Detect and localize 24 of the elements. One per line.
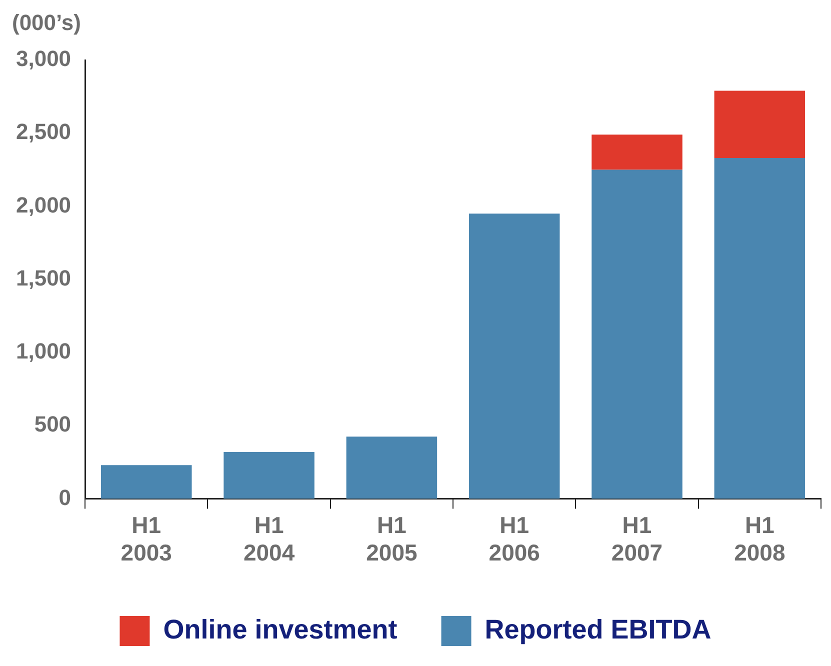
y-tick-label: 2,500 [16, 119, 72, 144]
y-tick-label: 3,000 [16, 46, 72, 72]
x-tick-label: H1 2004 [243, 512, 295, 566]
bar [592, 170, 682, 499]
bar [101, 465, 192, 499]
y-tick-label: 0 [58, 484, 72, 510]
legend-label: Online investment [163, 614, 398, 644]
legend-label: Reported EBITDA [484, 614, 712, 644]
x-tick-label: H1 2003 [120, 512, 172, 566]
y-tick-label: 2,000 [16, 192, 72, 218]
x-tick-label: H1 2007 [611, 512, 663, 566]
bar [592, 134, 682, 170]
y-tick-label: 1,000 [16, 338, 72, 364]
bar [224, 452, 314, 499]
y-tick-label: 1,500 [16, 265, 72, 290]
x-tick-label: H1 2005 [366, 512, 418, 566]
bar [346, 436, 438, 499]
bar [714, 158, 806, 499]
y-tick-label: 500 [34, 412, 72, 437]
y-axis-title: (000’s) [12, 10, 81, 36]
bar [468, 214, 560, 499]
x-tick-label: H1 2008 [734, 512, 786, 566]
x-tick-label: H1 2006 [488, 512, 540, 566]
bar [714, 90, 806, 158]
